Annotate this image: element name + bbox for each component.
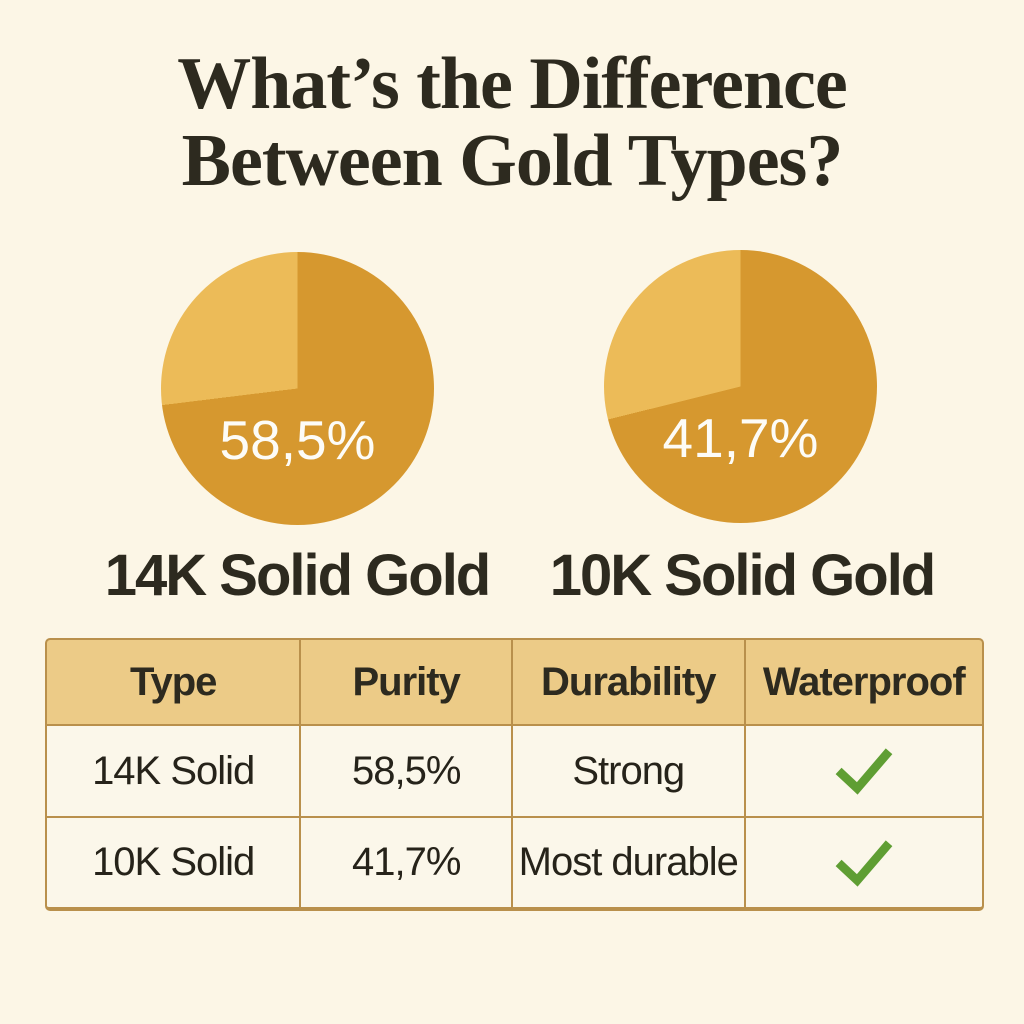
pie-percent-label-14k: 58,5% bbox=[219, 409, 376, 471]
pie-caption-10k: 10K Solid Gold bbox=[549, 543, 937, 608]
checkmark-icon bbox=[835, 839, 893, 887]
pie-percent-label-10k: 41,7% bbox=[662, 407, 819, 469]
cell-type-14k: 14K Solid bbox=[47, 726, 300, 816]
cell-waterproof-10k bbox=[745, 818, 982, 907]
cell-durability-10k: Most durable bbox=[513, 818, 744, 907]
page-title: What’s the Difference Between Gold Types… bbox=[0, 46, 1024, 200]
title-line-1: What’s the Difference bbox=[177, 43, 847, 125]
pie-chart-10k-gold: 41,7% bbox=[604, 250, 877, 523]
pie-chart-14k-gold: 58,5% bbox=[161, 252, 434, 525]
column-header-type: Type bbox=[47, 640, 300, 724]
cell-durability-14k: Strong bbox=[513, 726, 744, 816]
checkmark-icon bbox=[835, 748, 893, 795]
cell-waterproof-14k bbox=[745, 726, 982, 816]
column-header-purity: Purity bbox=[301, 640, 512, 724]
pie-caption-14k: 14K Solid Gold bbox=[104, 543, 492, 608]
cell-purity-10k: 41,7% bbox=[301, 818, 512, 907]
column-header-waterproof: Waterproof bbox=[745, 640, 982, 724]
title-line-2: Between Gold Types? bbox=[181, 120, 844, 202]
cell-purity-14k: 58,5% bbox=[301, 726, 512, 816]
column-header-durability: Durability bbox=[513, 640, 744, 724]
gold-comparison-table: Type Purity Durability Waterproof 14K So… bbox=[45, 638, 984, 911]
cell-type-10k: 10K Solid bbox=[47, 818, 300, 907]
